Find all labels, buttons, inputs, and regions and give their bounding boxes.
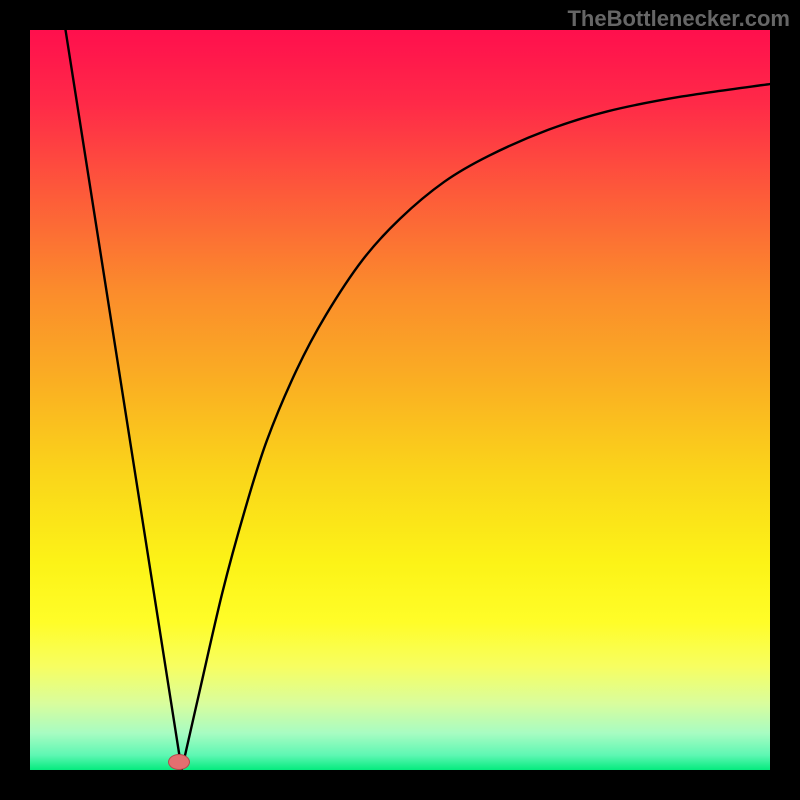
- optimal-point-marker: [168, 754, 190, 770]
- curve-svg: [30, 30, 770, 770]
- plot-area: [30, 30, 770, 770]
- watermark-text: TheBottlenecker.com: [567, 6, 790, 32]
- chart-container: { "watermark": { "text": "TheBottlenecke…: [0, 0, 800, 800]
- bottleneck-curve: [66, 30, 770, 770]
